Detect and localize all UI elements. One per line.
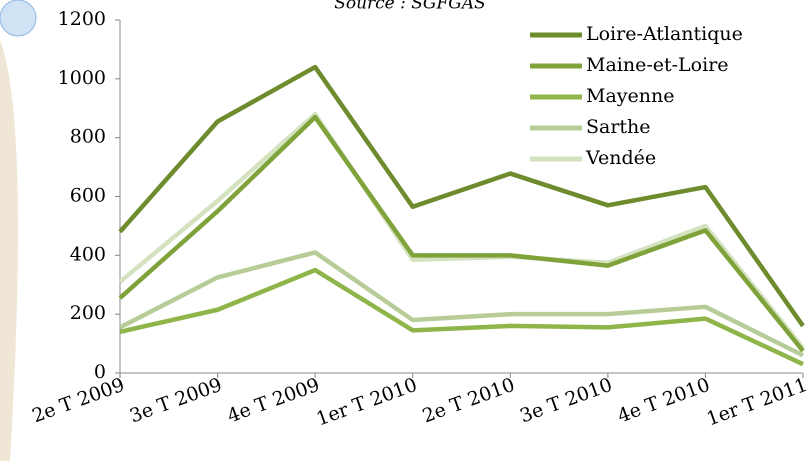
decoration — [0, 40, 18, 461]
x-tick-label: 4e T 2009 — [224, 374, 322, 428]
y-tick-label: 800 — [70, 126, 106, 148]
legend-label: Loire-Atlantique — [586, 23, 743, 45]
legend-label: Vendée — [585, 147, 656, 169]
y-tick-label: 400 — [70, 243, 106, 265]
x-tick-label: 2e T 2009 — [29, 374, 127, 428]
series-line — [118, 250, 805, 358]
y-tick-label: 1000 — [58, 67, 106, 89]
x-tick-label: 3e T 2009 — [127, 374, 225, 428]
series-line — [118, 111, 805, 350]
x-tick-label: 1er T 2011 — [704, 374, 811, 431]
legend-label: Mayenne — [586, 85, 674, 107]
legend-label: Sarthe — [586, 116, 651, 138]
legend-label: Maine-et-Loire — [586, 54, 729, 76]
x-tick-label: 2e T 2010 — [420, 374, 518, 428]
x-tick-label: 3e T 2010 — [517, 374, 615, 428]
y-tick-label: 1200 — [58, 8, 106, 30]
series-line — [118, 114, 805, 353]
x-tick-label: 1er T 2010 — [313, 374, 420, 431]
y-tick-label: 200 — [70, 302, 106, 324]
chart-subtitle: Source : SGFGAS — [334, 0, 486, 14]
series-line — [119, 267, 804, 367]
y-tick-label: 0 — [94, 361, 106, 383]
x-tick-label: 4e T 2010 — [615, 374, 713, 428]
y-tick-label: 600 — [70, 185, 106, 207]
decoration — [0, 0, 37, 37]
series-line — [118, 64, 805, 328]
